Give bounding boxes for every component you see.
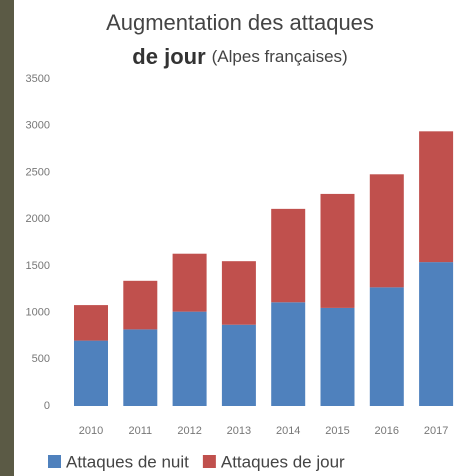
bar-segment bbox=[173, 254, 207, 312]
legend-label: Attaques de jour bbox=[221, 452, 345, 471]
x-tick-label: 2015 bbox=[325, 425, 349, 437]
legend-label: Attaques de nuit bbox=[66, 452, 189, 471]
bar-segment bbox=[74, 341, 108, 406]
bar-segment bbox=[271, 209, 305, 302]
bar-segment bbox=[74, 305, 108, 341]
bar-segment bbox=[222, 261, 256, 325]
x-tick-label: 2016 bbox=[375, 425, 399, 437]
y-tick-label: 2500 bbox=[26, 166, 50, 178]
bar-segment bbox=[321, 308, 355, 406]
bar-segment bbox=[123, 329, 157, 406]
bar-segment bbox=[222, 325, 256, 406]
chart: Augmentation des attaques de jour (Alpes … bbox=[0, 0, 458, 476]
y-tick-label: 0 bbox=[44, 400, 50, 412]
legend-swatch bbox=[203, 455, 216, 468]
legend-swatch bbox=[48, 455, 61, 468]
y-tick-label: 1500 bbox=[26, 260, 50, 272]
bar-segment bbox=[321, 194, 355, 308]
y-tick-label: 3000 bbox=[26, 120, 50, 132]
title-bold: de jour bbox=[132, 44, 206, 69]
photo-edge bbox=[0, 0, 14, 476]
y-tick-label: 2000 bbox=[26, 213, 50, 225]
y-tick-label: 500 bbox=[32, 353, 50, 365]
chart-subtitle: de jour (Alpes françaises) bbox=[132, 44, 347, 69]
bar-segment bbox=[173, 312, 207, 406]
chart-title: Augmentation des attaques bbox=[106, 10, 374, 35]
bar-segment bbox=[419, 262, 453, 406]
bar-segment bbox=[271, 302, 305, 406]
x-tick-label: 2014 bbox=[276, 425, 300, 437]
bar-segment bbox=[370, 174, 404, 287]
bar-segment bbox=[419, 131, 453, 262]
y-tick-label: 3500 bbox=[26, 73, 50, 85]
bar-segment bbox=[370, 287, 404, 406]
x-tick-label: 2012 bbox=[177, 425, 201, 437]
x-tick-label: 2011 bbox=[128, 425, 152, 437]
bar-segment bbox=[123, 281, 157, 330]
x-tick-label: 2010 bbox=[79, 425, 103, 437]
x-tick-label: 2017 bbox=[424, 425, 448, 437]
y-tick-label: 1000 bbox=[26, 306, 50, 318]
x-tick-label: 2013 bbox=[227, 425, 251, 437]
title-rest: (Alpes françaises) bbox=[212, 47, 348, 66]
